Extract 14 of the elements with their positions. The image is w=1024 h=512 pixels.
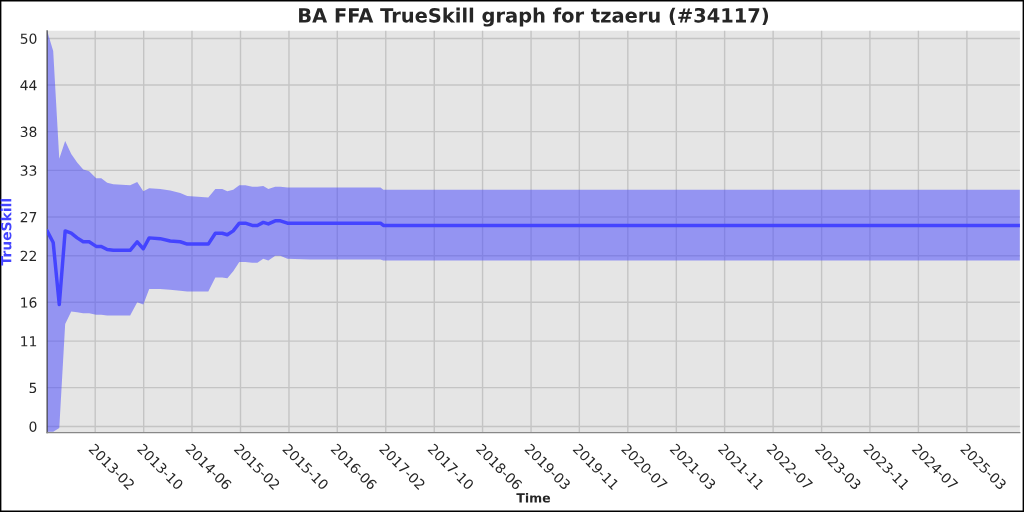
y-tick-label: 5 xyxy=(29,382,37,394)
y-axis-title: TrueSkill xyxy=(0,199,12,266)
y-tick-label: 38 xyxy=(20,126,37,138)
y-tick-label: 50 xyxy=(20,33,37,44)
y-tick-label: 27 xyxy=(20,211,37,223)
x-axis-title: Time xyxy=(516,492,551,503)
y-tick-label: 0 xyxy=(29,421,37,432)
y-tick-label: 16 xyxy=(21,297,37,308)
y-tick-label: 11 xyxy=(21,336,37,347)
y-tick-label: 44 xyxy=(20,80,37,91)
line-series xyxy=(47,219,1020,307)
chart-title: BA FFA TrueSkill graph for tzaeru (#34117) xyxy=(299,7,769,27)
y-tick-label: 22 xyxy=(20,250,36,262)
y-tick-label: 33 xyxy=(20,165,37,176)
